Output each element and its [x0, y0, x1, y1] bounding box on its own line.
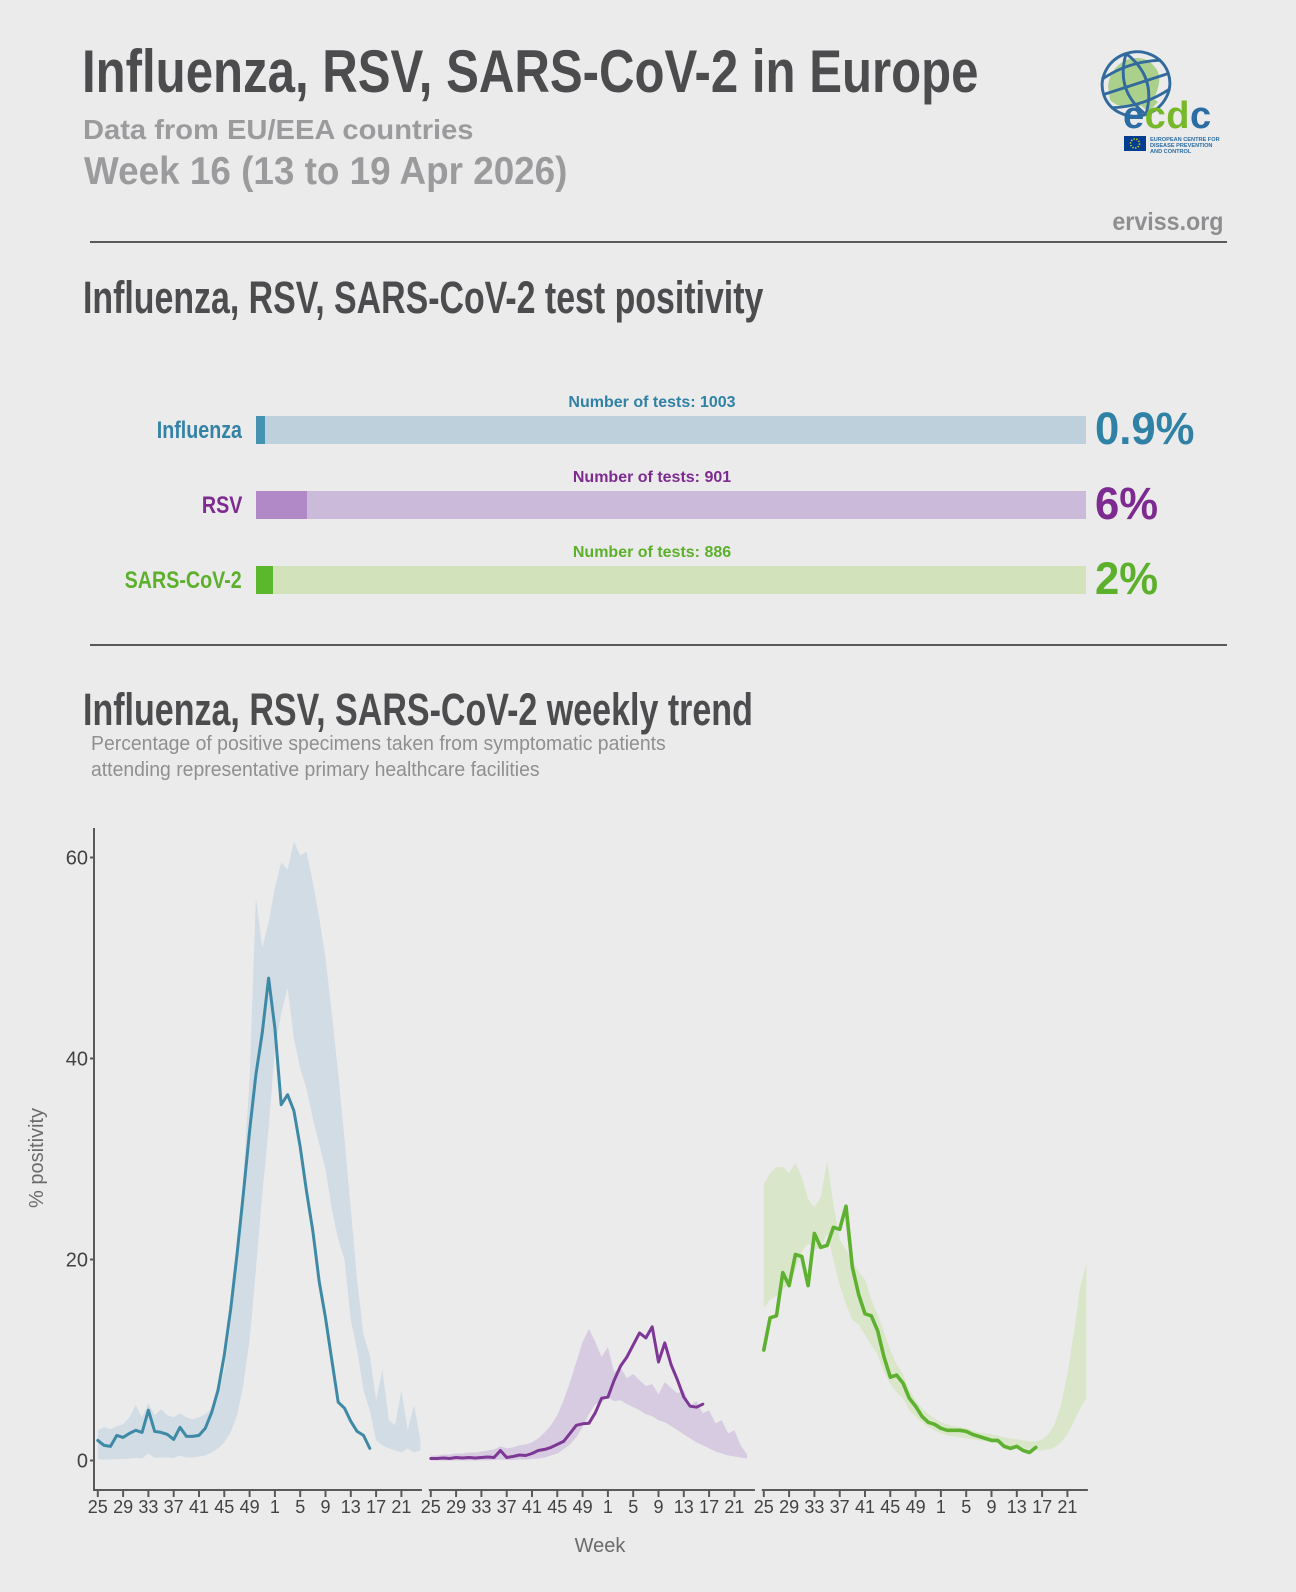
- svg-text:29: 29: [446, 1497, 466, 1517]
- svg-text:21: 21: [724, 1497, 744, 1517]
- svg-text:EUROPEAN CENTRE FOR: EUROPEAN CENTRE FOR: [1150, 137, 1220, 143]
- svg-text:49: 49: [240, 1497, 260, 1517]
- svg-text:21: 21: [391, 1497, 411, 1517]
- svg-text:25: 25: [754, 1497, 774, 1517]
- svg-text:1: 1: [603, 1497, 613, 1517]
- svg-text:25: 25: [421, 1497, 441, 1517]
- svg-text:5: 5: [628, 1497, 638, 1517]
- svg-text:5: 5: [295, 1497, 305, 1517]
- svg-text:41: 41: [522, 1497, 542, 1517]
- svg-text:33: 33: [138, 1497, 158, 1517]
- svg-text:13: 13: [674, 1497, 694, 1517]
- svg-text:49: 49: [906, 1497, 926, 1517]
- svg-text:13: 13: [341, 1497, 361, 1517]
- svg-text:40: 40: [66, 1049, 88, 1071]
- svg-text:5: 5: [961, 1497, 971, 1517]
- svg-text:0: 0: [77, 1451, 88, 1473]
- svg-text:41: 41: [855, 1497, 875, 1517]
- svg-text:45: 45: [547, 1497, 567, 1517]
- svg-text:17: 17: [366, 1497, 386, 1517]
- svg-text:45: 45: [880, 1497, 900, 1517]
- svg-text:1: 1: [936, 1497, 946, 1517]
- svg-text:29: 29: [113, 1497, 133, 1517]
- svg-text:9: 9: [986, 1497, 996, 1517]
- svg-text:% positivity: % positivity: [26, 1108, 48, 1208]
- svg-text:AND CONTROL: AND CONTROL: [1150, 149, 1192, 155]
- svg-text:20: 20: [66, 1250, 88, 1272]
- svg-text:17: 17: [699, 1497, 719, 1517]
- svg-text:DISEASE PREVENTION: DISEASE PREVENTION: [1150, 143, 1212, 149]
- svg-text:17: 17: [1032, 1497, 1052, 1517]
- svg-text:37: 37: [830, 1497, 850, 1517]
- svg-text:29: 29: [779, 1497, 799, 1517]
- svg-text:37: 37: [164, 1497, 184, 1517]
- svg-text:25: 25: [88, 1497, 108, 1517]
- svg-text:9: 9: [653, 1497, 663, 1517]
- svg-text:33: 33: [471, 1497, 491, 1517]
- svg-text:33: 33: [804, 1497, 824, 1517]
- svg-text:41: 41: [189, 1497, 209, 1517]
- svg-text:21: 21: [1057, 1497, 1077, 1517]
- svg-text:1: 1: [270, 1497, 280, 1517]
- svg-text:37: 37: [497, 1497, 517, 1517]
- svg-text:9: 9: [320, 1497, 330, 1517]
- svg-text:ecdc: ecdc: [1123, 95, 1212, 137]
- svg-text:Week: Week: [575, 1535, 627, 1557]
- svg-text:13: 13: [1007, 1497, 1027, 1517]
- svg-text:49: 49: [573, 1497, 593, 1517]
- svg-text:45: 45: [214, 1497, 234, 1517]
- svg-text:60: 60: [66, 848, 88, 870]
